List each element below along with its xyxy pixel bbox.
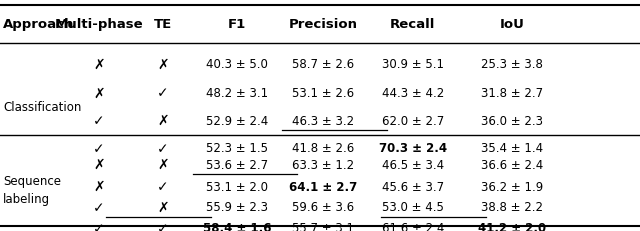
Text: TE: TE (154, 18, 172, 31)
Text: 48.2 ± 3.1: 48.2 ± 3.1 (205, 87, 268, 100)
Text: ✓: ✓ (93, 201, 105, 215)
Text: ✓: ✓ (157, 180, 169, 194)
Text: ✗: ✗ (157, 158, 169, 172)
Text: 41.2 ± 2.0: 41.2 ± 2.0 (478, 222, 546, 231)
Text: ✓: ✓ (93, 114, 105, 128)
Text: 35.4 ± 1.4: 35.4 ± 1.4 (481, 143, 543, 155)
Text: 63.3 ± 1.2: 63.3 ± 1.2 (292, 159, 355, 172)
Text: Approach: Approach (3, 18, 75, 31)
Text: ✓: ✓ (157, 222, 169, 231)
Text: 70.3 ± 2.4: 70.3 ± 2.4 (379, 143, 447, 155)
Text: ✓: ✓ (93, 142, 105, 156)
Text: ✗: ✗ (157, 58, 169, 72)
Text: 61.6 ± 2.4: 61.6 ± 2.4 (381, 222, 444, 231)
Text: 58.4 ± 1.6: 58.4 ± 1.6 (202, 222, 271, 231)
Text: 45.6 ± 3.7: 45.6 ± 3.7 (381, 181, 444, 194)
Text: ✓: ✓ (157, 142, 169, 156)
Text: ✗: ✗ (93, 158, 105, 172)
Text: 36.6 ± 2.4: 36.6 ± 2.4 (481, 159, 543, 172)
Text: 30.9 ± 5.1: 30.9 ± 5.1 (382, 58, 444, 71)
Text: 41.8 ± 2.6: 41.8 ± 2.6 (292, 143, 355, 155)
Text: 53.6 ± 2.7: 53.6 ± 2.7 (205, 159, 268, 172)
Text: 59.6 ± 3.6: 59.6 ± 3.6 (292, 201, 355, 214)
Text: ✗: ✗ (157, 201, 169, 215)
Text: Sequence
labeling: Sequence labeling (3, 175, 61, 206)
Text: F1: F1 (228, 18, 246, 31)
Text: 36.2 ± 1.9: 36.2 ± 1.9 (481, 181, 543, 194)
Text: 46.3 ± 3.2: 46.3 ± 3.2 (292, 115, 355, 128)
Text: 55.7 ± 3.1: 55.7 ± 3.1 (292, 222, 354, 231)
Text: ✗: ✗ (157, 114, 169, 128)
Text: 46.5 ± 3.4: 46.5 ± 3.4 (381, 159, 444, 172)
Text: ✗: ✗ (93, 180, 105, 194)
Text: 40.3 ± 5.0: 40.3 ± 5.0 (206, 58, 268, 71)
Text: 44.3 ± 4.2: 44.3 ± 4.2 (381, 87, 444, 100)
Text: Classification: Classification (3, 101, 81, 114)
Text: 53.1 ± 2.0: 53.1 ± 2.0 (206, 181, 268, 194)
Text: 55.9 ± 2.3: 55.9 ± 2.3 (206, 201, 268, 214)
Text: IoU: IoU (500, 18, 524, 31)
Text: 36.0 ± 2.3: 36.0 ± 2.3 (481, 115, 543, 128)
Text: 52.9 ± 2.4: 52.9 ± 2.4 (205, 115, 268, 128)
Text: ✓: ✓ (93, 222, 105, 231)
Text: ✗: ✗ (93, 58, 105, 72)
Text: Multi-phase: Multi-phase (55, 18, 143, 31)
Text: 58.7 ± 2.6: 58.7 ± 2.6 (292, 58, 355, 71)
Text: Recall: Recall (390, 18, 435, 31)
Text: ✗: ✗ (93, 87, 105, 100)
Text: 53.1 ± 2.6: 53.1 ± 2.6 (292, 87, 355, 100)
Text: 25.3 ± 3.8: 25.3 ± 3.8 (481, 58, 543, 71)
Text: 31.8 ± 2.7: 31.8 ± 2.7 (481, 87, 543, 100)
Text: 53.0 ± 4.5: 53.0 ± 4.5 (382, 201, 444, 214)
Text: 38.8 ± 2.2: 38.8 ± 2.2 (481, 201, 543, 214)
Text: 64.1 ± 2.7: 64.1 ± 2.7 (289, 181, 357, 194)
Text: Precision: Precision (289, 18, 358, 31)
Text: 62.0 ± 2.7: 62.0 ± 2.7 (381, 115, 444, 128)
Text: ✓: ✓ (157, 87, 169, 100)
Text: 52.3 ± 1.5: 52.3 ± 1.5 (206, 143, 268, 155)
